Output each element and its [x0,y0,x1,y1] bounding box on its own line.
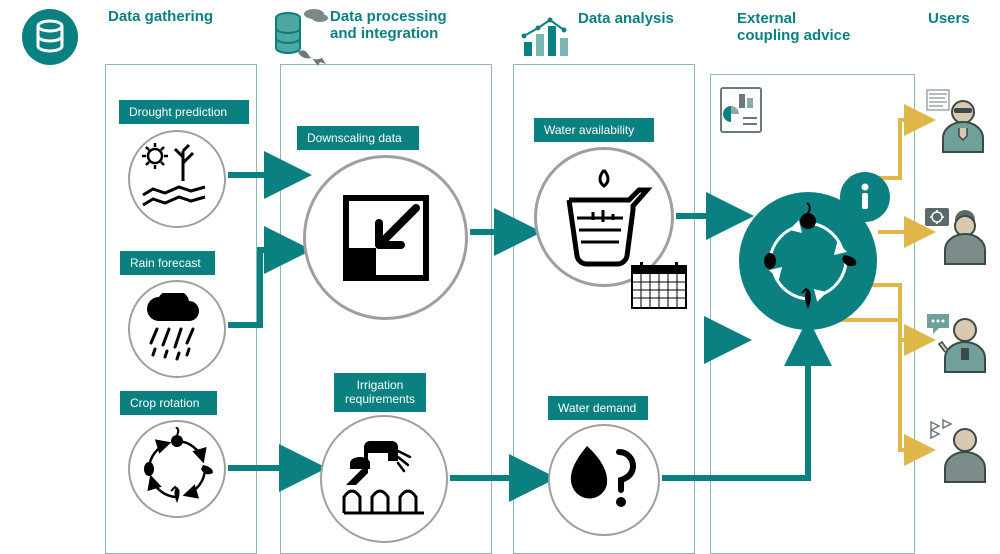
title-processing: Data processing and integration [330,8,447,42]
coupling-cycle-icon [748,201,868,321]
title-gathering: Data gathering [108,8,213,25]
user-advisor-icon [925,308,987,374]
info-badge [840,172,890,222]
server-icon [266,8,330,71]
title-analysis: Data analysis [578,10,674,27]
label-downscale: Downscaling data [297,126,419,150]
label-crop: Crop rotation [120,391,217,415]
report-icon [717,84,765,141]
label-water-demand: Water demand [548,396,648,420]
drought-icon [137,141,217,217]
node-rain [128,280,226,378]
title-users: Users [928,10,970,27]
user-1 [925,88,987,159]
user-developer-icon [925,88,987,154]
label-drought: Drought prediction [119,100,249,124]
user-analyst-icon [925,418,987,484]
node-crop [128,420,226,518]
info-icon [845,177,885,217]
user-2 [925,200,987,271]
crop-rotation-icon [135,427,219,511]
title-coupling: External coupling advice [737,10,850,44]
node-irrigation [320,415,448,543]
label-water-avail: Water availability [534,118,654,142]
irrigation-icon [334,433,434,525]
user-4 [925,418,987,489]
node-drought [128,130,226,228]
user-engineer-icon [925,200,987,266]
node-water-demand [548,424,660,536]
label-rain: Rain forecast [120,251,215,275]
user-3 [925,308,987,379]
rain-icon [139,293,215,365]
downscale-icon [331,183,441,293]
chart-icon [518,14,574,65]
label-irrigation: Irrigation requirements [334,373,426,412]
node-downscale [303,155,468,320]
calendar-icon [630,260,688,315]
water-jug-icon [549,162,659,272]
database-icon [22,9,78,70]
water-demand-icon [559,438,649,522]
